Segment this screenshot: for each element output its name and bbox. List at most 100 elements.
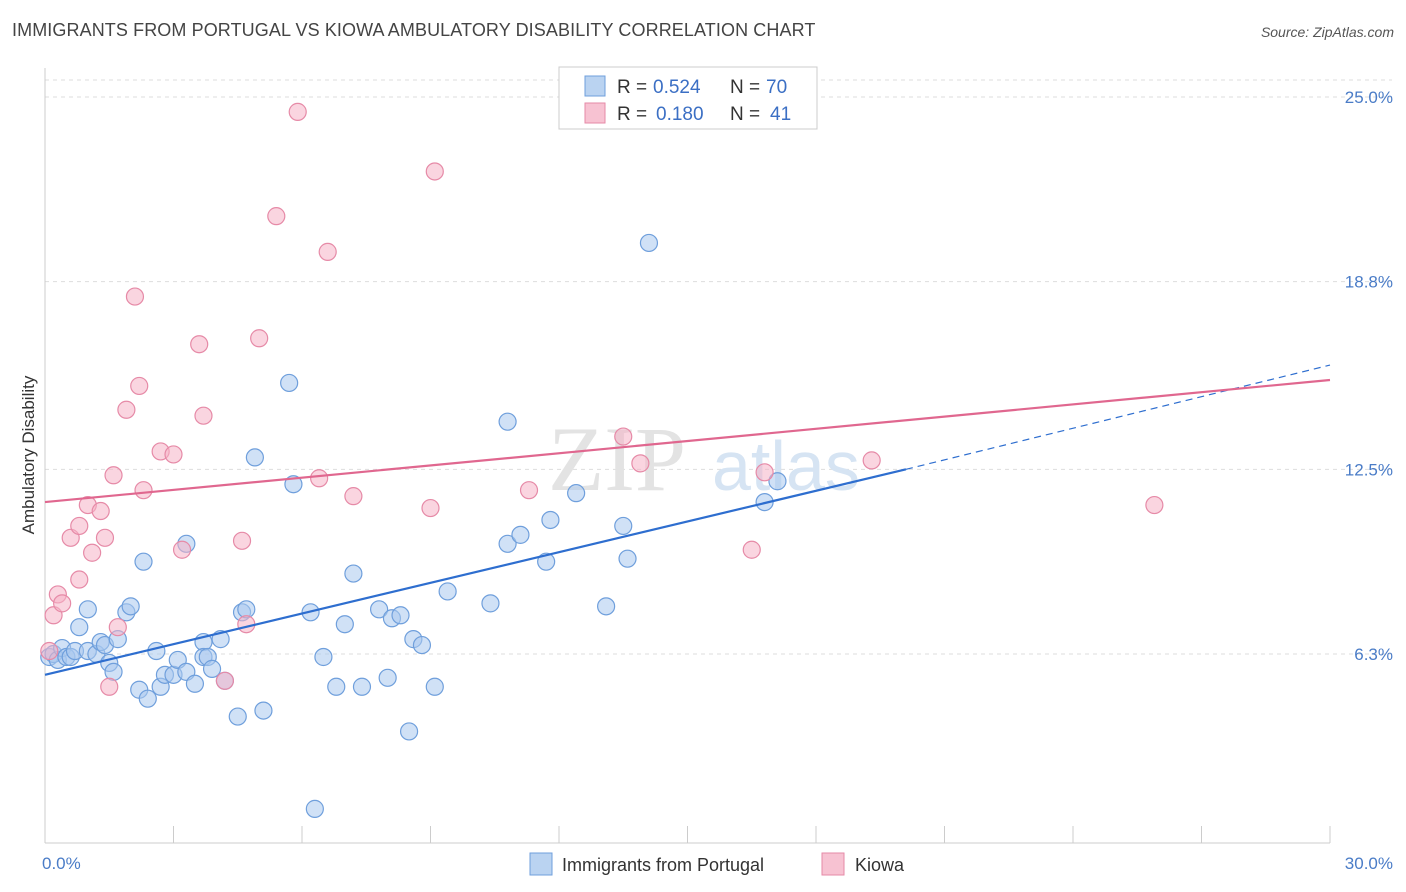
point-s1-26 xyxy=(250,329,269,348)
point-s0-51 xyxy=(391,606,410,625)
chart-title: IMMIGRANTS FROM PORTUGAL VS KIOWA AMBULA… xyxy=(12,20,816,40)
point-s1-15 xyxy=(125,287,145,306)
point-s0-57 xyxy=(481,594,500,613)
point-s1-35 xyxy=(614,427,633,446)
tick-labels: 6.3% 12.5% 18.8% 25.0% 0.0% 30.0% xyxy=(42,88,1393,873)
point-s1-11 xyxy=(100,677,119,696)
point-s0-20 xyxy=(138,689,157,708)
point-s0-52 xyxy=(399,722,419,741)
point-s0-44 xyxy=(327,677,346,696)
point-s0-56 xyxy=(438,582,457,601)
legend-r-label-portugal: R = xyxy=(617,77,647,98)
point-s1-6 xyxy=(70,516,89,536)
point-s0-62 xyxy=(541,510,560,530)
bottom-legend-swatch-portugal xyxy=(529,852,553,876)
point-s0-39 xyxy=(254,701,273,720)
legend-swatch-kiowa xyxy=(584,102,606,124)
point-s0-48 xyxy=(370,600,389,619)
x-tick-label-1: 30.0% xyxy=(1345,854,1393,873)
watermark: ZIP atlas xyxy=(548,408,860,510)
watermark-atlas: atlas xyxy=(712,427,860,505)
point-s0-63 xyxy=(567,484,586,503)
point-s0-17 xyxy=(121,597,140,616)
trend-line-s0 xyxy=(44,468,907,676)
point-s0-45 xyxy=(335,615,354,634)
gridlines xyxy=(45,79,1392,655)
point-s1-34 xyxy=(519,481,539,500)
point-s1-3 xyxy=(53,594,72,613)
y-tick-label-0: 6.3% xyxy=(1354,645,1393,664)
legend-n-value-portugal: 70 xyxy=(766,77,787,98)
legend-box: R = 0.524 N = 70 R = 0.180 N = 41 xyxy=(558,66,818,130)
point-s1-27 xyxy=(267,207,286,226)
axes xyxy=(44,68,1331,844)
point-s0-58 xyxy=(498,412,517,431)
bottom-legend-label-portugal: Immigrants from Portugal xyxy=(562,855,764,875)
y-tick-label-2: 18.8% xyxy=(1345,273,1393,292)
point-s1-21 xyxy=(190,335,209,354)
point-s0-21 xyxy=(147,641,166,661)
point-s1-14 xyxy=(117,400,136,419)
point-s1-37 xyxy=(742,540,761,559)
legend-n-label-portugal: N = xyxy=(730,77,760,98)
point-s1-13 xyxy=(108,618,127,637)
trend-extension-s0 xyxy=(905,364,1331,470)
point-s0-40 xyxy=(280,373,299,393)
legend-r-label-kiowa: R = xyxy=(617,104,647,125)
trend-lines xyxy=(44,364,1331,676)
point-s1-8 xyxy=(83,543,102,562)
point-s1-24 xyxy=(232,531,252,550)
x-tick-label-0: 0.0% xyxy=(42,854,81,873)
point-s1-28 xyxy=(288,102,307,121)
point-s1-25 xyxy=(237,615,256,634)
legend-n-value-kiowa: 41 xyxy=(770,104,791,125)
point-s1-32 xyxy=(421,498,440,518)
point-s0-70 xyxy=(305,799,324,818)
point-s0-43 xyxy=(314,647,333,667)
point-s0-46 xyxy=(344,564,363,583)
legend-swatch-portugal xyxy=(584,75,606,97)
point-s1-0 xyxy=(40,641,59,661)
y-tick-label-1: 12.5% xyxy=(1345,460,1393,479)
point-s0-66 xyxy=(618,549,637,568)
point-s0-54 xyxy=(412,635,432,655)
point-s1-5 xyxy=(70,570,89,589)
point-s0-67 xyxy=(639,233,659,253)
point-s1-31 xyxy=(344,487,363,506)
bottom-legend-label-kiowa: Kiowa xyxy=(855,855,905,875)
point-s1-39 xyxy=(862,451,881,470)
point-s1-38 xyxy=(755,463,774,482)
point-s1-29 xyxy=(310,469,329,488)
bottom-legend-swatch-kiowa xyxy=(821,852,845,876)
point-s0-55 xyxy=(425,677,444,696)
point-s0-8 xyxy=(78,600,97,619)
legend-n-label-kiowa: N = xyxy=(730,104,760,125)
point-s0-32 xyxy=(202,659,222,678)
point-s0-69 xyxy=(768,472,787,491)
data-points xyxy=(40,102,1164,818)
point-s1-30 xyxy=(318,242,337,261)
point-s0-28 xyxy=(185,674,205,693)
point-s1-10 xyxy=(95,528,115,547)
point-s0-49 xyxy=(378,668,397,687)
point-s1-12 xyxy=(104,466,123,485)
point-s0-64 xyxy=(597,597,616,616)
point-s0-61 xyxy=(537,552,556,571)
point-s0-47 xyxy=(352,677,372,696)
point-s0-7 xyxy=(70,618,89,637)
point-s0-35 xyxy=(228,707,247,726)
legend-r-value-kiowa: 0.180 xyxy=(656,104,704,125)
point-s0-65 xyxy=(614,516,633,536)
point-s1-17 xyxy=(134,481,153,500)
point-s1-23 xyxy=(215,671,234,690)
y-tick-label-3: 25.0% xyxy=(1345,88,1393,107)
point-s0-60 xyxy=(511,525,530,544)
y-axis-label: Ambulatory Disability xyxy=(19,375,38,534)
point-s1-22 xyxy=(194,406,213,425)
point-s1-40 xyxy=(1145,495,1164,515)
point-s0-19 xyxy=(134,552,153,571)
legend-r-value-portugal: 0.524 xyxy=(653,77,701,98)
point-s1-36 xyxy=(631,454,650,473)
trend-line-s1 xyxy=(44,378,1331,504)
